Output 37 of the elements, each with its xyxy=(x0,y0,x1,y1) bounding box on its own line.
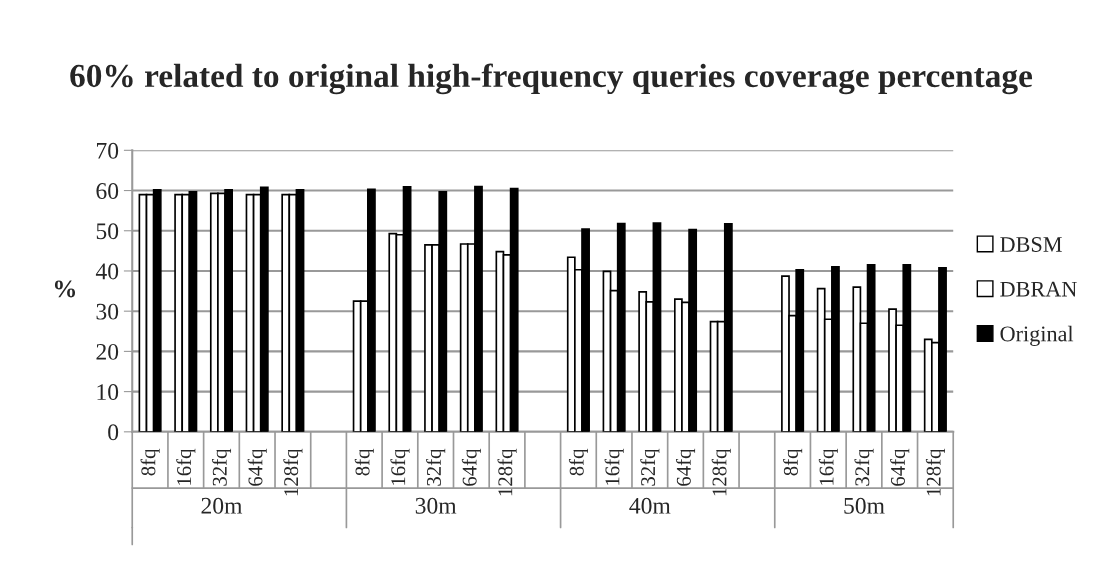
text: 40m xyxy=(629,497,671,514)
chart-title: 60% related to original high-frequency queries coverage percentage xyxy=(70,63,1033,95)
y-tick-label: 10 xyxy=(97,384,119,401)
x-tick-label: 16fq xyxy=(390,448,410,485)
x-tick-label: 16fq xyxy=(176,448,196,485)
x-tick-label: 128fq xyxy=(283,448,303,496)
x-tick-label: 32fq xyxy=(640,448,660,486)
legend-label: Original xyxy=(1000,325,1074,346)
x-tick-label: 8fq xyxy=(354,448,374,476)
x-tick-label: 8fq xyxy=(140,448,160,476)
x-tick-label: 8fq xyxy=(568,448,588,476)
y-tick-label: 0 xyxy=(108,424,119,441)
y-axis-title: % xyxy=(54,280,76,298)
y-tick-label: 50 xyxy=(96,223,119,240)
x-tick-label: 32fq xyxy=(211,448,232,486)
y-tick-label: 40 xyxy=(95,263,119,280)
x-tick-label: 32fq xyxy=(426,448,446,486)
x-tick-label: 128fq xyxy=(711,448,731,496)
y-tick-label: 70 xyxy=(96,142,119,159)
x-tick-label: 128fq xyxy=(497,448,517,496)
y-tick-label: 60 xyxy=(96,183,119,199)
x-tick-label: 8fq xyxy=(783,448,803,476)
y-tick-label: 20 xyxy=(96,343,119,360)
x-tick-label: 32fq xyxy=(854,448,874,486)
x-tick-label: 64fq xyxy=(247,448,267,486)
x-tick-label: 64fq xyxy=(461,448,481,486)
x-tick-label: 64fq xyxy=(675,448,696,486)
legend-label: DBRAN xyxy=(1000,281,1077,297)
text: 20m xyxy=(201,497,243,514)
legend-label: DBSM xyxy=(1000,237,1062,252)
x-tick-label: 16fq xyxy=(818,448,838,485)
x-tick-label: 64fq xyxy=(890,448,910,486)
text: 50m xyxy=(844,497,885,514)
x-tick-label: 128fq xyxy=(925,448,945,496)
text: 30m xyxy=(415,497,457,514)
y-tick-label: 30 xyxy=(96,303,119,320)
x-tick-label: 16fq xyxy=(604,448,624,485)
